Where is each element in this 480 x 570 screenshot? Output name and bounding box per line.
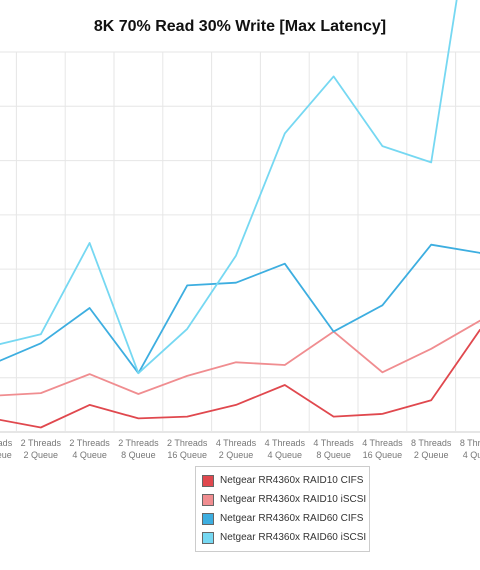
x-tick-label: 16 Queue	[0, 450, 12, 460]
series-line	[0, 243, 480, 375]
x-tick-label: 4 Threads	[362, 438, 403, 448]
x-tick-label: 2 Queue	[414, 450, 449, 460]
x-tick-label: 2 Queue	[219, 450, 254, 460]
x-tick-labels: 1 Threads 16 Queue 2 Threads 2 Queue 2 Threa…	[0, 438, 480, 460]
x-tick-label: 8 Queue	[316, 450, 351, 460]
legend-label: Netgear RR4360x RAID60 CIFS	[220, 513, 364, 524]
x-tick-label: 4 Queue	[463, 450, 480, 460]
chart-title: 8K 70% Read 30% Write [Max Latency]	[93, 18, 387, 35]
x-tick-label: 8 Threads	[411, 438, 452, 448]
x-tick-label: 2 Threads	[167, 438, 208, 448]
legend-item[interactable]: Netgear RR4360x RAID60 iSCSI	[202, 528, 367, 547]
x-tick-label: 8 Threads	[460, 438, 480, 448]
legend-item[interactable]: Netgear RR4360x RAID10 iSCSI	[202, 490, 367, 509]
x-tick-label: 2 Threads	[69, 438, 110, 448]
grid-lines	[0, 51, 480, 433]
x-tick-label: 16 Queue	[363, 450, 403, 460]
legend: Netgear RR4360x RAID10 CIFS Netgear RR43…	[195, 466, 370, 552]
legend-swatch	[202, 512, 214, 525]
x-tick-label: 4 Threads	[265, 438, 306, 448]
series-line	[0, 0, 458, 375]
legend-swatch	[202, 493, 214, 506]
series-line	[0, 328, 480, 429]
x-tick-label: 1 Threads	[0, 438, 13, 448]
legend-label: Netgear RR4360x RAID10 CIFS	[220, 475, 364, 486]
x-tick-label: 4 Threads	[216, 438, 257, 448]
legend-label: Netgear RR4360x RAID60 iSCSI	[220, 532, 367, 543]
x-tick-label: 8 Queue	[121, 450, 156, 460]
legend-label: Netgear RR4360x RAID10 iSCSI	[220, 494, 367, 505]
legend-item[interactable]: Netgear RR4360x RAID10 CIFS	[202, 471, 363, 490]
x-tick-label: 2 Queue	[24, 450, 59, 460]
x-tick-label: 4 Queue	[72, 450, 107, 460]
legend-swatch	[202, 474, 214, 487]
x-tick-label: 4 Threads	[313, 438, 354, 448]
series-line	[0, 319, 480, 397]
x-tick-label: 2 Threads	[21, 438, 62, 448]
legend-swatch	[202, 531, 214, 544]
x-tick-label: 16 Queue	[167, 450, 207, 460]
x-tick-label: 2 Threads	[118, 438, 159, 448]
legend-item[interactable]: Netgear RR4360x RAID60 CIFS	[202, 509, 363, 528]
x-tick-label: 4 Queue	[268, 450, 303, 460]
series-lines	[0, 0, 480, 429]
